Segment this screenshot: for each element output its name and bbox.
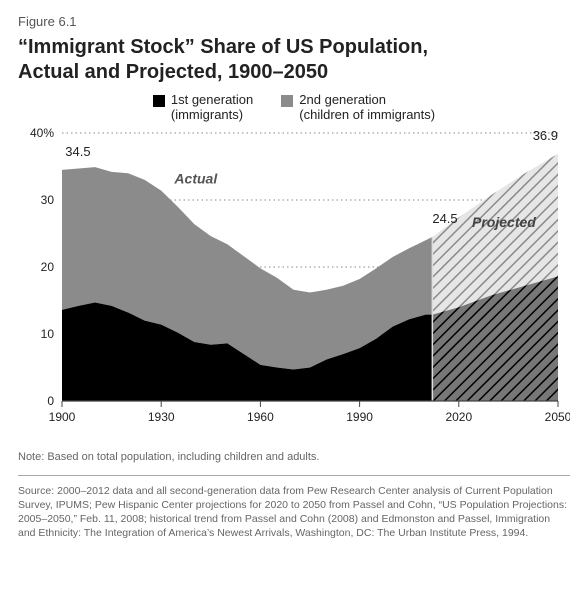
- swatch-1st-gen: [153, 95, 165, 107]
- svg-text:30: 30: [41, 193, 55, 207]
- area-chart: 0 10 20 30 40% 1900 1930 1960 1990 2020 2050 34.5 24…: [18, 125, 570, 440]
- divider: [18, 475, 570, 476]
- legend-label: 1st generation: [171, 92, 253, 107]
- svg-text:10: 10: [41, 327, 55, 341]
- legend-item-1st-gen: 1st generation (immigrants): [153, 93, 253, 123]
- figure-title: “Immigrant Stock” Share of US Population…: [18, 35, 570, 85]
- legend-sublabel: (children of immigrants): [299, 107, 435, 122]
- chart-legend: 1st generation (immigrants) 2nd generati…: [18, 93, 570, 123]
- chart-svg: 0 10 20 30 40% 1900 1930 1960 1990 2020 2050 34.5 24…: [18, 125, 570, 435]
- svg-text:2050: 2050: [545, 410, 570, 424]
- svg-text:1990: 1990: [346, 410, 373, 424]
- svg-text:Projected: Projected: [472, 214, 536, 230]
- svg-text:0: 0: [47, 394, 54, 408]
- legend-item-2nd-gen: 2nd generation (children of immigrants): [281, 93, 435, 123]
- figure-source: Source: 2000–2012 data and all second-ge…: [18, 484, 570, 541]
- svg-text:1960: 1960: [247, 410, 274, 424]
- legend-text-1st-gen: 1st generation (immigrants): [171, 93, 253, 123]
- svg-text:Actual: Actual: [173, 170, 218, 186]
- title-line-1: “Immigrant Stock” Share of US Population…: [18, 36, 428, 58]
- title-line-2: Actual and Projected, 1900–2050: [18, 61, 328, 83]
- svg-text:1930: 1930: [148, 410, 175, 424]
- legend-label: 2nd generation: [299, 92, 386, 107]
- svg-text:2020: 2020: [445, 410, 472, 424]
- svg-text:36.9: 36.9: [533, 128, 558, 143]
- legend-text-2nd-gen: 2nd generation (children of immigrants): [299, 93, 435, 123]
- legend-sublabel: (immigrants): [171, 107, 243, 122]
- svg-text:40%: 40%: [30, 126, 54, 140]
- figure-label: Figure 6.1: [18, 14, 570, 29]
- figure-note: Note: Based on total population, includi…: [18, 450, 570, 465]
- svg-text:34.5: 34.5: [65, 144, 90, 159]
- svg-text:20: 20: [41, 260, 55, 274]
- svg-text:1900: 1900: [49, 410, 76, 424]
- swatch-2nd-gen: [281, 95, 293, 107]
- svg-text:24.5: 24.5: [432, 211, 457, 226]
